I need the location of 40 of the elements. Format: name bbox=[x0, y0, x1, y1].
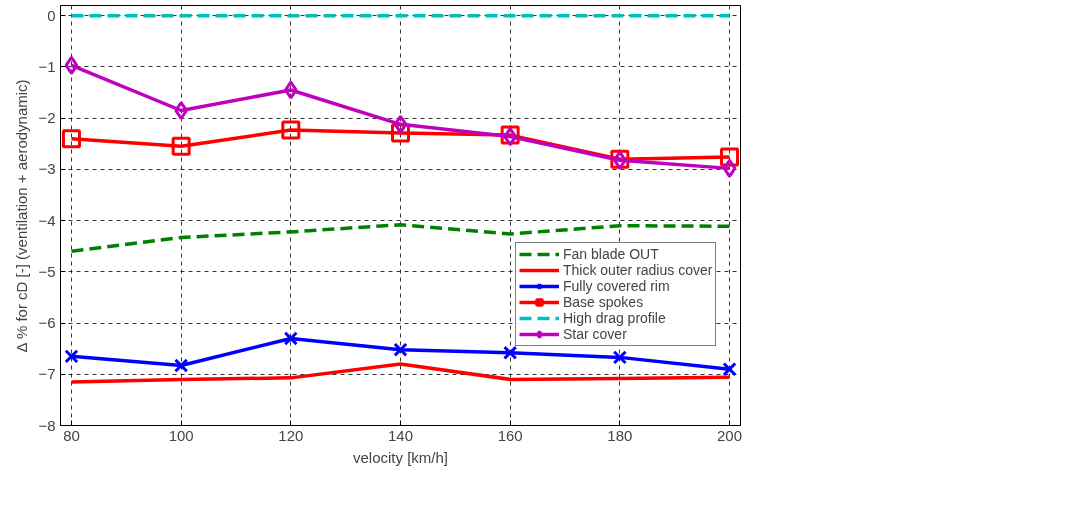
y-tick-label: −4 bbox=[38, 211, 56, 229]
y-tick-label: −6 bbox=[38, 314, 56, 332]
x-axis-title: velocity [km/h] bbox=[352, 448, 449, 466]
y-tick-label: −7 bbox=[38, 365, 56, 383]
point bbox=[393, 342, 408, 357]
point bbox=[612, 350, 628, 365]
legend-label: Base spokes bbox=[563, 294, 644, 310]
legend-label: High drag profile bbox=[563, 310, 666, 326]
x-tick-label: 200 bbox=[717, 426, 743, 444]
legend-label: Star cover bbox=[563, 326, 627, 342]
point bbox=[61, 129, 81, 149]
y-tick-label: −8 bbox=[38, 416, 56, 434]
x-tick-label: 160 bbox=[497, 426, 523, 444]
y-tick-label: −5 bbox=[38, 262, 56, 280]
x-tick-label: 140 bbox=[387, 426, 414, 444]
y-axis-title: Δ % for cD [-] (ventilation + aerodynamic) bbox=[13, 79, 31, 353]
x-tick-label: 100 bbox=[168, 426, 194, 444]
y-tick-label: 0 bbox=[47, 6, 56, 24]
point bbox=[64, 55, 79, 75]
y-tick-label: −3 bbox=[38, 160, 56, 178]
point bbox=[281, 120, 301, 140]
legend-label: Fully covered rim bbox=[563, 278, 670, 294]
y-tick-label: −1 bbox=[38, 57, 56, 75]
legend-label: Fan blade OUT bbox=[563, 246, 659, 262]
x-tick-label: 180 bbox=[607, 426, 633, 444]
x-tick-label: 120 bbox=[278, 426, 304, 444]
legend-label: Thick outer radius cover bbox=[563, 262, 713, 278]
point bbox=[393, 114, 408, 134]
point bbox=[283, 80, 298, 100]
point bbox=[722, 158, 737, 178]
point bbox=[503, 345, 518, 360]
y-tick-label: −2 bbox=[38, 109, 56, 127]
point bbox=[174, 101, 188, 120]
point bbox=[171, 136, 191, 156]
x-tick-label: 80 bbox=[63, 426, 80, 444]
point bbox=[64, 349, 79, 364]
point bbox=[173, 358, 189, 373]
point bbox=[722, 362, 737, 377]
point bbox=[283, 331, 298, 346]
line-series bbox=[69, 362, 732, 384]
